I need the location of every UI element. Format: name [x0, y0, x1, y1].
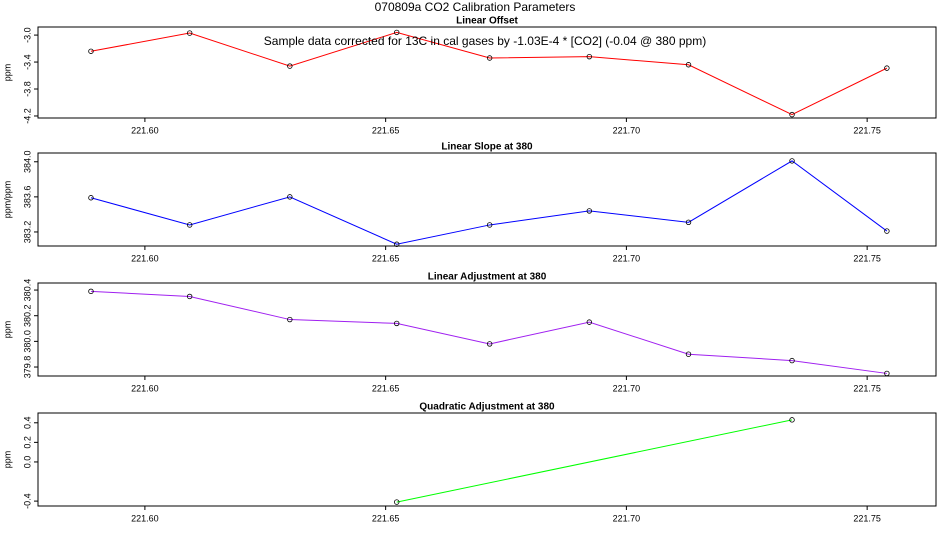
- data-point: [884, 228, 890, 234]
- y-tick-label: 379.8: [22, 356, 32, 379]
- page-title: 070809a CO2 Calibration Parameters: [375, 0, 576, 14]
- y-tick-label: -3.8: [22, 81, 32, 97]
- y-axis-label: ppm/ppm: [2, 181, 12, 219]
- data-line: [90, 160, 888, 245]
- y-tick-label: -4.2: [22, 108, 32, 124]
- data-line: [90, 290, 887, 374]
- x-tick-label: 221.60: [131, 253, 159, 263]
- x-tick-label: 221.75: [853, 383, 881, 393]
- data-point: [88, 288, 94, 295]
- plot-frame: [37, 152, 937, 247]
- y-tick-label: -3.0: [22, 27, 32, 43]
- y-axis-label: ppm: [2, 321, 12, 339]
- data-point: [394, 499, 400, 505]
- y-tick-label: 0.2: [22, 436, 32, 449]
- data-point: [186, 222, 193, 228]
- x-tick-label: 221.65: [372, 125, 400, 135]
- x-tick-label: 221.70: [613, 383, 641, 393]
- data-point: [486, 55, 493, 61]
- y-tick-label: 0.4: [22, 417, 32, 430]
- data-point: [884, 370, 890, 377]
- data-point: [586, 319, 593, 325]
- panel-title: Quadratic Adjustment at 380: [419, 402, 555, 413]
- y-tick-label: 380.4: [22, 279, 32, 302]
- x-tick-label: 221.75: [853, 513, 881, 523]
- annotation: Sample data corrected for 13C in cal gas…: [264, 34, 706, 48]
- y-axis-label: ppm: [2, 64, 12, 82]
- data-point: [486, 222, 493, 228]
- y-tick-label: 384.0: [22, 151, 32, 174]
- y-tick-label: -3.4: [22, 54, 32, 70]
- plot-frame: [37, 26, 937, 119]
- x-tick-label: 221.60: [131, 513, 159, 523]
- data-line: [396, 419, 793, 503]
- x-tick-label: 221.75: [853, 253, 881, 263]
- x-tick-label: 221.70: [613, 253, 641, 263]
- y-axis-label: ppm: [2, 451, 12, 469]
- data-point: [287, 194, 293, 200]
- x-tick-label: 221.75: [853, 125, 881, 135]
- data-point: [394, 29, 400, 36]
- x-tick-label: 221.65: [372, 253, 400, 263]
- data-point: [486, 341, 493, 347]
- x-tick-label: 221.60: [131, 383, 159, 393]
- data-point: [394, 320, 400, 327]
- x-tick-label: 221.60: [131, 125, 159, 135]
- y-tick-label: 0.0: [22, 456, 32, 469]
- data-point: [685, 351, 692, 357]
- data-point: [586, 53, 593, 60]
- data-point: [287, 63, 293, 69]
- data-point: [186, 293, 193, 300]
- data-point: [685, 219, 692, 226]
- y-tick-label: 383.2: [22, 221, 32, 244]
- plot-frame: [37, 282, 937, 377]
- x-tick-label: 221.65: [372, 383, 400, 393]
- data-point: [287, 316, 293, 323]
- data-point: [685, 62, 692, 68]
- y-tick-label: -0.4: [22, 493, 32, 509]
- panel-title: Linear Slope at 380: [441, 142, 533, 153]
- y-tick-label: 383.6: [22, 186, 32, 209]
- data-point: [884, 65, 890, 71]
- data-point: [789, 111, 795, 118]
- x-tick-label: 221.70: [613, 513, 641, 523]
- y-tick-label: 380.2: [22, 304, 32, 327]
- data-point: [88, 48, 94, 54]
- panel-title: Linear Adjustment at 380: [428, 272, 547, 283]
- data-point: [88, 195, 94, 201]
- y-tick-label: 380.0: [22, 330, 32, 353]
- data-point: [586, 208, 593, 214]
- panel-title: Linear Offset: [456, 16, 518, 27]
- data-point: [789, 158, 795, 164]
- plot-frame: [37, 412, 937, 507]
- data-point: [186, 30, 193, 36]
- data-point: [789, 417, 795, 423]
- data-line: [90, 31, 888, 116]
- x-tick-label: 221.65: [372, 513, 400, 523]
- data-point: [789, 357, 795, 364]
- data-point: [394, 241, 400, 247]
- x-tick-label: 221.70: [613, 125, 641, 135]
